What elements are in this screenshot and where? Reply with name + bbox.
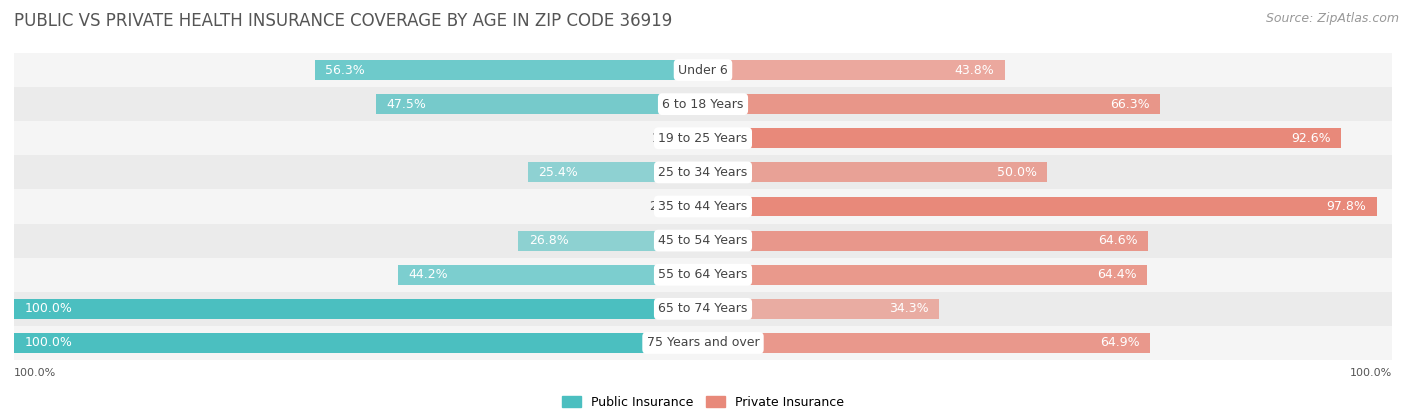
Bar bbox=[703, 231, 1149, 251]
Bar bbox=[529, 162, 703, 182]
Bar bbox=[14, 299, 703, 319]
Bar bbox=[14, 155, 1392, 190]
Bar bbox=[703, 299, 939, 319]
Text: 6 to 18 Years: 6 to 18 Years bbox=[662, 97, 744, 111]
Text: Source: ZipAtlas.com: Source: ZipAtlas.com bbox=[1265, 12, 1399, 25]
Text: 47.5%: 47.5% bbox=[387, 97, 426, 111]
Bar bbox=[14, 121, 1392, 155]
Text: 65 to 74 Years: 65 to 74 Years bbox=[658, 302, 748, 316]
Text: 45 to 54 Years: 45 to 54 Years bbox=[658, 234, 748, 247]
Text: 56.3%: 56.3% bbox=[325, 64, 366, 76]
Text: 25.4%: 25.4% bbox=[538, 166, 578, 179]
Text: 75 Years and over: 75 Years and over bbox=[647, 337, 759, 349]
Bar bbox=[703, 333, 1150, 353]
Text: 100.0%: 100.0% bbox=[24, 302, 72, 316]
Bar bbox=[14, 333, 703, 353]
Text: 50.0%: 50.0% bbox=[997, 166, 1038, 179]
Text: 55 to 64 Years: 55 to 64 Years bbox=[658, 268, 748, 281]
Text: Under 6: Under 6 bbox=[678, 64, 728, 76]
Text: 34.3%: 34.3% bbox=[890, 302, 929, 316]
Bar bbox=[703, 94, 1160, 114]
Text: 26.8%: 26.8% bbox=[529, 234, 568, 247]
Text: 64.9%: 64.9% bbox=[1099, 337, 1140, 349]
Bar bbox=[375, 94, 703, 114]
Bar bbox=[703, 162, 1047, 182]
Bar bbox=[703, 265, 1147, 285]
Text: 1.8%: 1.8% bbox=[652, 132, 683, 145]
Text: 64.6%: 64.6% bbox=[1098, 234, 1137, 247]
Bar bbox=[14, 223, 1392, 258]
Text: 97.8%: 97.8% bbox=[1327, 200, 1367, 213]
Text: 2.2%: 2.2% bbox=[650, 200, 681, 213]
Bar bbox=[398, 265, 703, 285]
Text: 43.8%: 43.8% bbox=[955, 64, 994, 76]
Legend: Public Insurance, Private Insurance: Public Insurance, Private Insurance bbox=[557, 391, 849, 413]
Bar bbox=[14, 258, 1392, 292]
Bar bbox=[703, 197, 1376, 216]
Bar bbox=[703, 128, 1341, 148]
Text: PUBLIC VS PRIVATE HEALTH INSURANCE COVERAGE BY AGE IN ZIP CODE 36919: PUBLIC VS PRIVATE HEALTH INSURANCE COVER… bbox=[14, 12, 672, 31]
Bar bbox=[14, 53, 1392, 87]
Text: 25 to 34 Years: 25 to 34 Years bbox=[658, 166, 748, 179]
Text: 64.4%: 64.4% bbox=[1097, 268, 1136, 281]
Text: 44.2%: 44.2% bbox=[409, 268, 449, 281]
Bar bbox=[688, 197, 703, 216]
Bar bbox=[14, 292, 1392, 326]
Bar bbox=[315, 60, 703, 80]
Bar bbox=[690, 128, 703, 148]
Bar bbox=[14, 190, 1392, 223]
Bar bbox=[703, 60, 1005, 80]
Text: 100.0%: 100.0% bbox=[1350, 368, 1392, 377]
Text: 100.0%: 100.0% bbox=[14, 368, 56, 377]
Bar bbox=[14, 326, 1392, 360]
Text: 35 to 44 Years: 35 to 44 Years bbox=[658, 200, 748, 213]
Bar bbox=[519, 231, 703, 251]
Text: 66.3%: 66.3% bbox=[1109, 97, 1150, 111]
Text: 92.6%: 92.6% bbox=[1291, 132, 1330, 145]
Bar bbox=[14, 87, 1392, 121]
Text: 100.0%: 100.0% bbox=[24, 337, 72, 349]
Text: 19 to 25 Years: 19 to 25 Years bbox=[658, 132, 748, 145]
